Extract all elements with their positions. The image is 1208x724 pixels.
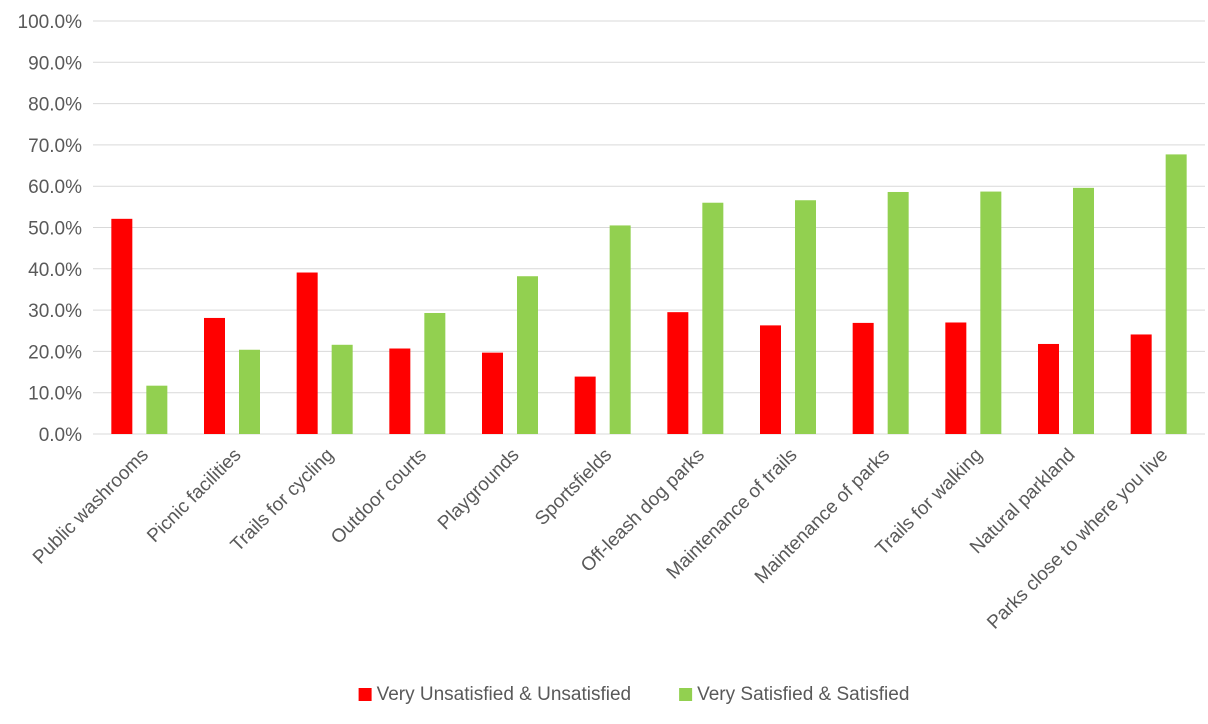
x-category-label: Outdoor courts xyxy=(327,445,431,549)
bar-satisfied xyxy=(424,312,446,434)
gridlines xyxy=(93,20,1205,435)
y-tick-label: 50.0% xyxy=(28,219,82,240)
legend: Very Unsatisfied & Unsatisfied Very Satis… xyxy=(358,684,909,705)
bar-unsatisfied xyxy=(1130,334,1152,434)
y-tick-label: 0.0% xyxy=(39,425,82,446)
y-axis-tick-labels: 0.0% 10.0% 20.0% 30.0% 40.0% 50.0% 60.0% 70.0% 8… xyxy=(18,12,83,446)
y-tick-label: 30.0% xyxy=(28,301,82,322)
legend-label: Very Unsatisfied & Unsatisfied xyxy=(377,684,632,705)
bar-satisfied xyxy=(239,349,260,434)
bar-unsatisfied xyxy=(574,376,596,434)
bar-unsatisfied xyxy=(945,322,967,434)
legend-swatch xyxy=(679,688,693,701)
x-category-label: Parks close to where you live xyxy=(983,445,1172,634)
bar-unsatisfied xyxy=(389,348,411,434)
legend-swatch xyxy=(358,688,372,701)
bar-unsatisfied xyxy=(204,317,225,434)
bar-satisfied xyxy=(795,200,816,434)
y-tick-label: 40.0% xyxy=(28,260,82,281)
y-tick-label: 60.0% xyxy=(28,177,82,198)
x-category-label: Playgrounds xyxy=(434,445,524,535)
bar-unsatisfied xyxy=(1038,343,1059,434)
bar-satisfied xyxy=(980,191,1002,434)
x-category-label: Picnic facilities xyxy=(143,445,245,547)
legend-label: Very Satisfied & Satisfied xyxy=(697,684,909,705)
bar-satisfied xyxy=(517,276,538,434)
bar-satisfied xyxy=(702,202,724,434)
y-tick-label: 20.0% xyxy=(28,342,82,363)
y-tick-label: 100.0% xyxy=(18,12,83,33)
bar-satisfied xyxy=(146,385,168,434)
bar-unsatisfied xyxy=(760,325,781,434)
bar-unsatisfied xyxy=(111,218,133,434)
bar-unsatisfied xyxy=(296,272,318,434)
y-tick-label: 90.0% xyxy=(28,53,82,74)
bar-unsatisfied xyxy=(667,312,689,434)
bar-satisfied xyxy=(887,191,909,434)
y-tick-label: 70.0% xyxy=(28,136,82,157)
bar-unsatisfied xyxy=(852,322,874,434)
bars xyxy=(111,154,1187,435)
bar-satisfied xyxy=(1073,187,1094,434)
bar-satisfied xyxy=(1165,154,1187,435)
y-tick-label: 80.0% xyxy=(28,95,82,116)
bar-satisfied xyxy=(331,344,353,434)
bar-unsatisfied xyxy=(482,352,503,434)
bar-satisfied xyxy=(609,225,631,434)
x-category-label: Public washrooms xyxy=(29,445,153,569)
y-tick-label: 10.0% xyxy=(28,384,82,405)
x-category-label: Sportsfields xyxy=(531,445,616,530)
